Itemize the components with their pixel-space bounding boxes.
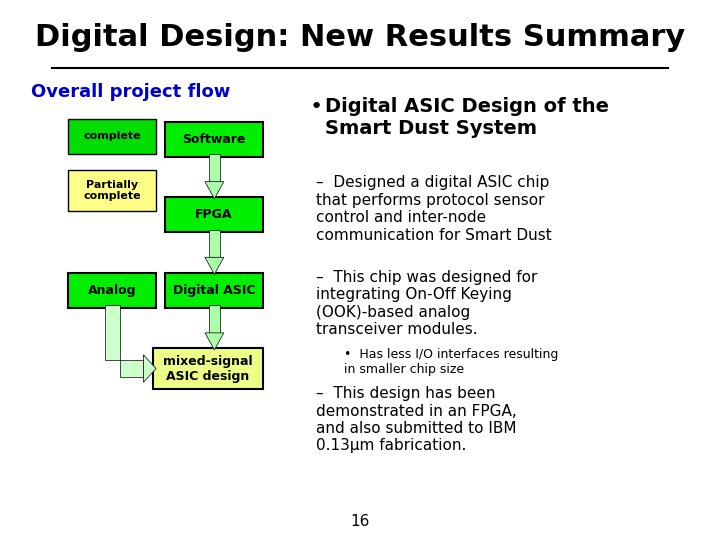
FancyBboxPatch shape bbox=[68, 273, 156, 308]
Polygon shape bbox=[210, 230, 220, 257]
Text: Software: Software bbox=[182, 132, 246, 146]
FancyBboxPatch shape bbox=[166, 197, 263, 232]
Text: –  This chip was designed for
integrating On-Off Keying
(OOK)-based analog
trans: – This chip was designed for integrating… bbox=[316, 270, 537, 337]
Text: FPGA: FPGA bbox=[195, 208, 233, 221]
FancyBboxPatch shape bbox=[68, 170, 156, 211]
Text: •  Has less I/O interfaces resulting
in smaller chip size: • Has less I/O interfaces resulting in s… bbox=[344, 348, 559, 376]
FancyBboxPatch shape bbox=[166, 273, 263, 308]
Polygon shape bbox=[210, 305, 220, 333]
FancyBboxPatch shape bbox=[153, 348, 263, 389]
Text: Digital ASIC: Digital ASIC bbox=[173, 284, 256, 297]
FancyBboxPatch shape bbox=[68, 119, 156, 154]
Text: •: • bbox=[310, 97, 323, 117]
Polygon shape bbox=[205, 333, 224, 350]
Polygon shape bbox=[104, 305, 120, 361]
Text: Digital ASIC Design of the
Smart Dust System: Digital ASIC Design of the Smart Dust Sy… bbox=[325, 97, 609, 138]
Polygon shape bbox=[205, 181, 224, 199]
Text: –  Designed a digital ASIC chip
that performs protocol sensor
control and inter-: – Designed a digital ASIC chip that perf… bbox=[316, 176, 552, 242]
Text: Overall project flow: Overall project flow bbox=[31, 83, 230, 101]
FancyBboxPatch shape bbox=[166, 122, 263, 157]
Polygon shape bbox=[120, 361, 143, 377]
Text: Analog: Analog bbox=[88, 284, 136, 297]
Polygon shape bbox=[205, 257, 224, 274]
Polygon shape bbox=[210, 154, 220, 181]
Polygon shape bbox=[143, 355, 156, 382]
Text: Digital Design: New Results Summary: Digital Design: New Results Summary bbox=[35, 23, 685, 52]
Text: 16: 16 bbox=[351, 514, 369, 529]
Text: mixed-signal
ASIC design: mixed-signal ASIC design bbox=[163, 355, 253, 382]
Text: Partially
complete: Partially complete bbox=[84, 179, 141, 201]
Text: complete: complete bbox=[84, 131, 141, 141]
Text: –  This design has been
demonstrated in an FPGA,
and also submitted to IBM
0.13μ: – This design has been demonstrated in a… bbox=[316, 386, 517, 453]
